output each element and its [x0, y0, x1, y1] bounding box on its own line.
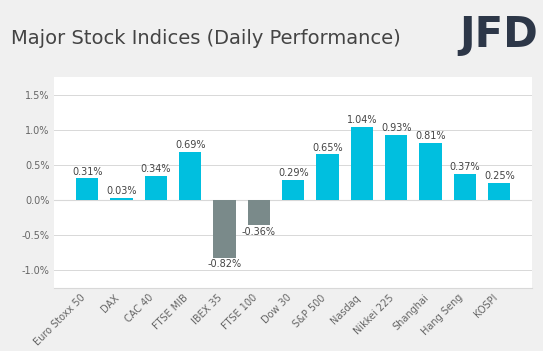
Text: 1.04%: 1.04%: [346, 115, 377, 125]
Text: JFD: JFD: [459, 14, 538, 56]
Text: 0.37%: 0.37%: [450, 163, 480, 172]
Text: 0.65%: 0.65%: [312, 143, 343, 153]
Bar: [213, 200, 236, 258]
Bar: [144, 176, 167, 200]
Text: 0.29%: 0.29%: [278, 168, 308, 178]
Bar: [454, 174, 476, 200]
Text: 0.69%: 0.69%: [175, 140, 205, 150]
Text: -0.82%: -0.82%: [207, 259, 242, 269]
Text: Major Stock Indices (Daily Performance): Major Stock Indices (Daily Performance): [11, 29, 401, 48]
Text: 0.31%: 0.31%: [72, 167, 103, 177]
Text: 0.81%: 0.81%: [415, 132, 446, 141]
Bar: [317, 154, 339, 200]
Text: 0.25%: 0.25%: [484, 171, 515, 181]
Bar: [179, 152, 201, 200]
Bar: [76, 178, 98, 200]
Bar: [248, 200, 270, 225]
Bar: [351, 127, 373, 200]
Bar: [110, 198, 132, 200]
Text: 0.03%: 0.03%: [106, 186, 137, 196]
Text: 0.93%: 0.93%: [381, 123, 412, 133]
Bar: [488, 183, 510, 200]
Bar: [385, 135, 407, 200]
Text: 0.34%: 0.34%: [141, 165, 171, 174]
Text: -0.36%: -0.36%: [242, 227, 276, 237]
Bar: [282, 180, 305, 200]
Bar: [419, 143, 442, 200]
